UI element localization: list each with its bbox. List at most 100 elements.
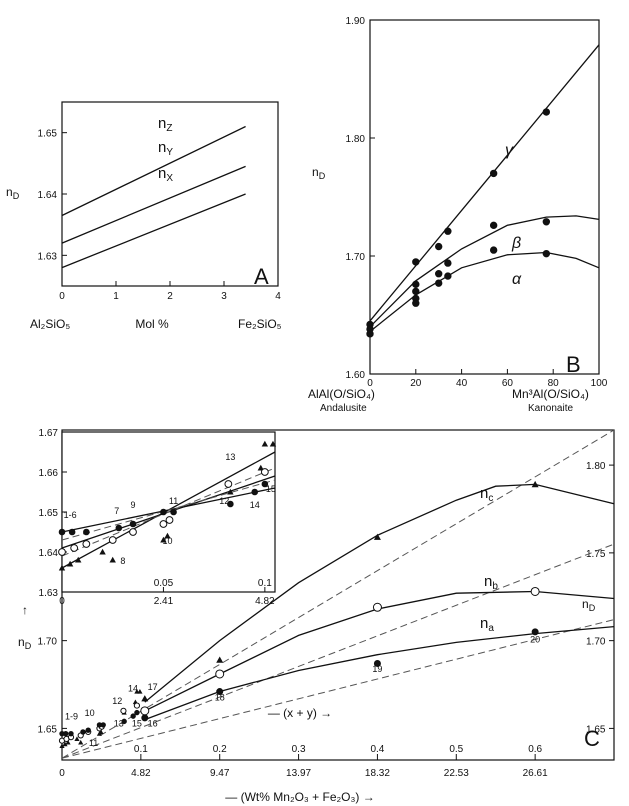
data-point-nb (530, 586, 540, 596)
panel-a-ticks: 0 1 2 3 4 1.63 1.64 1.65 (38, 129, 282, 302)
x-tick-label-wt: 26.61 (523, 768, 548, 779)
panel-b-lines: γ β α (366, 44, 600, 338)
inset-y-tick-label: 1.67 (39, 428, 59, 439)
panel-c-ticks: 0.1 0.2 0.3 0.4 0.5 0.6 0 4.82 9.47 13.97 18.32 22.… (38, 461, 614, 779)
data-point-γ (412, 258, 420, 266)
panel-b-label: B (566, 352, 581, 377)
x-tick-label: 4 (275, 291, 281, 302)
data-point-nc (373, 533, 381, 540)
point-label: 13 (114, 719, 124, 729)
x-tick-label: 40 (456, 378, 468, 389)
inset-point-label: 9 (130, 500, 135, 510)
inset-point-label: 7 (114, 506, 119, 516)
panel-b-xlabel-right: Mn³Al(O/SiO₄) (512, 387, 589, 401)
y-tick-label: 1.63 (38, 251, 58, 262)
series-label-γ: γ (505, 142, 514, 159)
x-tick-label: 20 (410, 378, 422, 389)
cluster-point-dot (80, 729, 86, 735)
inset-point-circle (224, 480, 233, 488)
data-point-α (489, 246, 498, 254)
y-tick-label-right: 1.70 (586, 637, 606, 648)
cluster-point-triangle (62, 741, 68, 747)
inset-point-circle (108, 536, 117, 544)
inset-point-circle (70, 544, 79, 552)
inset-point-triangle (164, 532, 171, 539)
x-tick-label: 1 (113, 291, 119, 302)
y-tick-label: 1.60 (346, 370, 366, 381)
y-tick-label: 1.65 (38, 724, 58, 735)
inset-y-tick-label: 1.63 (39, 588, 59, 599)
data-point-β (435, 270, 443, 278)
series-label-nc: nc (480, 485, 493, 504)
inset-point-triangle (160, 536, 167, 543)
data-point-β (489, 221, 498, 230)
data-point-nc (531, 480, 539, 488)
data-point-nc (141, 695, 149, 702)
inset-point-dot (160, 508, 167, 516)
reference-dashed-line-0 (61, 429, 615, 759)
inset-point-circle (82, 540, 91, 548)
data-point-β (542, 218, 551, 226)
point-label: 15 (132, 719, 142, 729)
series-label-nX: nX (158, 165, 173, 184)
y-tick-label: 1.90 (346, 16, 366, 27)
panel-a-xlabel-right: Fe₂SiO₅ (238, 317, 282, 331)
inset-point-dot (170, 508, 177, 516)
inset-point-circle (129, 528, 137, 536)
inset-y-tick-label: 1.64 (39, 548, 59, 559)
inset-point-triangle (109, 556, 116, 563)
inset-point-triangle (99, 548, 106, 555)
panel-b-xlabel-left: AlAl(O/SiO₄) (308, 387, 375, 401)
cluster-point-dot (121, 718, 127, 725)
panel-c-lines: nc nb na 20 19 18 17 14 12 13 15 16 10 1-9 11 (58, 429, 615, 759)
y-tick-label: 1.64 (38, 190, 58, 201)
series-label-β: β (511, 235, 521, 252)
panel-c-frame (61, 429, 615, 761)
inset-point-triangle (227, 488, 234, 495)
inset-point-triangle (58, 564, 66, 571)
panel-c-xlabel: — (Wt% Mn₂O₃ + Fe₂O₃) → (225, 790, 374, 804)
x-tick-label: 0.5 (449, 744, 463, 755)
inset-point-dot (68, 528, 76, 536)
cluster-point-dot (134, 709, 140, 716)
inset-y-tick-label: 1.65 (39, 508, 59, 519)
panel-b-xlabel-right-sub: Kanonaite (528, 403, 573, 414)
panel-a-label: A (254, 264, 269, 289)
cluster-point-triangle (98, 729, 104, 734)
series-line-β (369, 215, 600, 328)
data-point-γ (444, 227, 452, 235)
inset-point-label: 1-6 (64, 510, 77, 520)
inset-point-dot (261, 480, 269, 488)
inset-point-label: 15 (266, 484, 276, 494)
point-label: 17 (148, 682, 158, 692)
panel-b-ticks: 0 20 40 60 80 100 1.60 1.70 1.80 1.90 (346, 16, 608, 389)
x-tick-label-wt: 0 (59, 768, 65, 779)
point-label: 18 (215, 692, 225, 702)
cluster-point-triangle (137, 688, 143, 694)
panel-b-ylabel: nD (312, 165, 326, 181)
y-tick-label-right: 1.80 (586, 461, 606, 472)
series-line-nZ (61, 125, 246, 217)
inset-point-triangle (75, 556, 82, 563)
data-point-na (141, 714, 149, 722)
data-point-α (412, 299, 420, 307)
inset-point-triangle (66, 560, 74, 567)
inset-point-triangle (269, 440, 277, 447)
cluster-point-circle (120, 707, 127, 714)
series-label-α: α (512, 271, 522, 288)
x-tick-label: 100 (591, 378, 608, 389)
series-line-nX (61, 193, 246, 269)
cluster-point-triangle (65, 739, 71, 745)
y-tick-label: 1.70 (346, 252, 366, 263)
inset-point-triangle (261, 440, 269, 447)
x-tick-label: 0.3 (292, 744, 306, 755)
inset-point-dot (227, 500, 234, 508)
cluster-point-dot (100, 722, 106, 728)
cluster-point-dot (63, 730, 69, 737)
data-point-nb (215, 669, 225, 679)
cluster-point-dot (68, 730, 74, 737)
x-tick-label: 60 (502, 378, 514, 389)
data-point-α (444, 272, 452, 280)
series-curve-nc (144, 483, 615, 703)
